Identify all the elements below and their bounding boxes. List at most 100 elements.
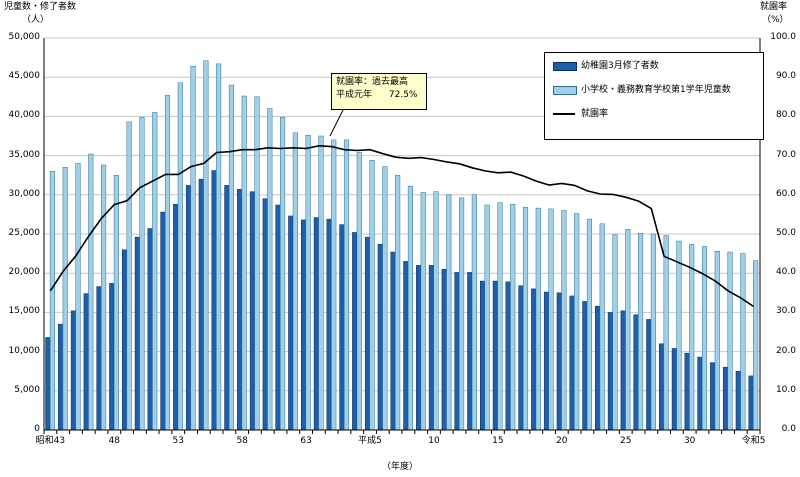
- bar-elementary: [497, 202, 503, 431]
- bar-elementary: [638, 232, 644, 431]
- legend: 幼稚園3月修了者数 小学校・義務教育学校第1学年児童数 就園率: [544, 52, 764, 140]
- bar-kindergarten: [416, 265, 422, 431]
- bar-elementary: [164, 94, 171, 431]
- bar-elementary: [75, 163, 81, 431]
- bar-kindergarten: [748, 375, 754, 431]
- bar-kindergarten: [454, 272, 460, 431]
- bar-elementary: [241, 95, 247, 431]
- y2-tick-label: 60.0: [775, 188, 796, 199]
- bar-kindergarten: [109, 283, 115, 431]
- bar-elementary: [49, 171, 55, 431]
- bar-elementary: [535, 207, 541, 431]
- y2-tick-label: 20.0: [775, 345, 796, 356]
- bar-elementary: [62, 167, 68, 431]
- bar-kindergarten: [543, 291, 550, 431]
- legend-swatch-kindergarten: [553, 62, 577, 71]
- legend-swatch-elementary: [553, 86, 577, 95]
- bar-elementary: [407, 185, 413, 431]
- bar-elementary: [663, 235, 669, 431]
- bar-elementary: [612, 234, 618, 431]
- legend-label: 小学校・義務教育学校第1学年児童数: [581, 85, 731, 95]
- rate-line: [49, 144, 755, 308]
- bar-elementary: [113, 174, 119, 431]
- y-axis-title: 児童数・修了者数: [4, 2, 77, 12]
- bar-elementary: [548, 208, 554, 431]
- x-tick-label: 25: [620, 436, 632, 446]
- bar-kindergarten: [198, 178, 204, 431]
- bar-kindergarten: [684, 352, 690, 431]
- bar-elementary: [561, 210, 567, 431]
- y2-tick-label: 80.0: [775, 110, 796, 121]
- bar-kindergarten: [531, 288, 537, 431]
- bar-elementary: [650, 233, 656, 431]
- bar-elementary: [101, 164, 107, 431]
- bar-kindergarten: [492, 280, 498, 431]
- bar-kindergarten: [390, 251, 396, 431]
- line-series: [49, 144, 755, 308]
- y-tick-label: 20,000: [8, 267, 41, 278]
- bar-kindergarten: [658, 343, 665, 431]
- bar-elementary: [305, 134, 311, 431]
- y2-tick-label: 50.0: [775, 228, 796, 238]
- bar-kindergarten: [58, 323, 64, 431]
- annotation-era: 平成元年: [336, 90, 373, 100]
- annotation-value: 72.5%: [388, 90, 418, 100]
- bar-kindergarten: [211, 170, 217, 431]
- bar-elementary: [433, 191, 439, 431]
- bar-kindergarten: [83, 293, 89, 431]
- bar-kindergarten: [671, 348, 677, 431]
- y2-tick-label: 100.0: [770, 32, 796, 42]
- y-tick-label: 30,000: [8, 188, 41, 199]
- bar-elementary: [625, 229, 631, 431]
- bar-elementary: [343, 139, 350, 431]
- bar-kindergarten: [45, 337, 51, 431]
- bar-kindergarten: [467, 272, 473, 431]
- bar-elementary: [689, 243, 695, 431]
- bar-kindergarten: [326, 218, 332, 431]
- bar-kindergarten: [646, 319, 652, 431]
- bar-elementary: [522, 207, 529, 431]
- y-tick-label: 10,000: [8, 345, 41, 356]
- bar-elementary: [267, 108, 273, 431]
- bar-kindergarten: [224, 185, 230, 431]
- y-tick-label: 40,000: [8, 110, 41, 121]
- bar-elementary: [420, 192, 426, 431]
- bar-kindergarten: [96, 286, 102, 431]
- x-tick-label: 10: [428, 436, 440, 446]
- x-tick-label: 20: [556, 436, 568, 446]
- bar-kindergarten: [70, 310, 76, 431]
- bar-elementary: [586, 218, 592, 431]
- bar-kindergarten: [237, 189, 243, 431]
- x-tick-label: 48: [108, 436, 121, 446]
- bar-kindergarten: [569, 295, 575, 431]
- y2-axis-unit: （%）: [762, 15, 789, 25]
- bar-kindergarten: [147, 228, 153, 431]
- bar-kindergarten: [313, 217, 319, 431]
- x-tick-label: 令和5: [741, 436, 766, 446]
- bar-kindergarten: [403, 261, 409, 431]
- bar-elementary: [292, 132, 298, 431]
- bar-elementary: [254, 96, 260, 431]
- bar-elementary: [331, 139, 337, 431]
- bar-elementary: [126, 121, 132, 431]
- bar-elementary: [484, 204, 490, 431]
- y-tick-label: 50,000: [8, 32, 41, 42]
- bar-elementary: [382, 166, 388, 431]
- x-tick-label: 15: [492, 436, 504, 446]
- bar-elementary: [369, 160, 375, 431]
- bar-kindergarten: [582, 301, 588, 431]
- bar-elementary: [177, 82, 183, 431]
- y-axis-unit: （人）: [22, 15, 50, 25]
- bar-elementary: [88, 153, 94, 431]
- bar-elementary: [228, 84, 234, 431]
- x-tick-label: 30: [683, 436, 696, 446]
- y-tick-label: 5,000: [14, 384, 40, 395]
- bar-kindergarten: [697, 356, 703, 431]
- y-tick-label: 0: [34, 424, 40, 434]
- x-tick-label: 63: [300, 436, 312, 446]
- bar-elementary: [727, 251, 733, 431]
- bar-elementary: [510, 203, 516, 431]
- x-tick-label: 平成5: [358, 436, 382, 446]
- bar-elementary: [152, 112, 158, 431]
- bar-elementary: [139, 116, 145, 431]
